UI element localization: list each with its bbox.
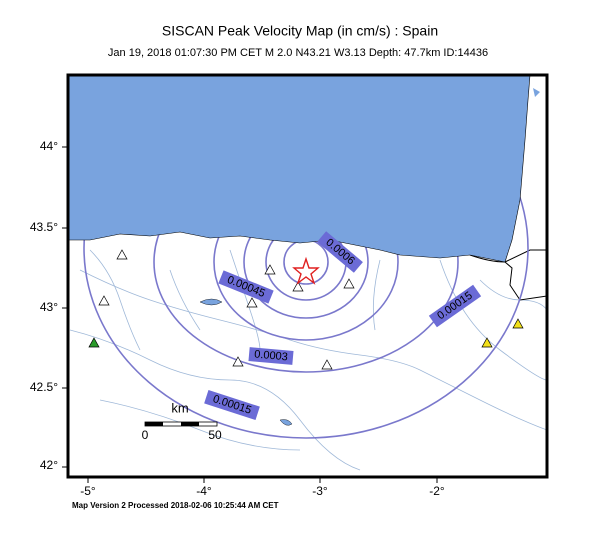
contour-value: 0.0003 <box>254 348 289 363</box>
map-title: SISCAN Peak Velocity Map (in cm/s) : Spa… <box>162 23 438 39</box>
lat-label: 43° <box>40 300 58 314</box>
map-subtitle: Jan 19, 2018 01:07:30 PM CET M 2.0 N43.2… <box>108 47 488 59</box>
scale-title: km <box>171 400 188 415</box>
lake <box>199 298 223 306</box>
label-box <box>204 389 260 421</box>
lake <box>533 88 540 97</box>
label-box <box>317 231 363 273</box>
lake <box>279 419 293 426</box>
scale-bar: km 0 50 <box>142 400 222 442</box>
epicenter <box>292 256 320 285</box>
scale-label: 50 <box>208 428 222 442</box>
lon-label: -4° <box>196 484 212 498</box>
footer: Map Version 2 Processed 2018-02-06 10:25… <box>72 501 279 510</box>
scale-label: 0 <box>142 428 149 442</box>
lon-label: -5° <box>80 484 96 498</box>
lon-label: -3° <box>312 484 328 498</box>
stations <box>88 249 524 370</box>
lat-label: 42° <box>40 458 58 472</box>
lat-label: 44° <box>40 139 58 153</box>
map-frame <box>66 73 549 479</box>
label-box <box>428 284 482 328</box>
lat-label: 42.5° <box>30 380 58 394</box>
contour-label: 0.0003 <box>248 347 294 365</box>
sea <box>68 75 531 263</box>
lon-label: -2° <box>429 484 445 498</box>
borders <box>469 249 547 301</box>
label-box <box>218 270 274 304</box>
frame-ticks <box>62 146 438 483</box>
lat-label: 43.5° <box>30 220 58 234</box>
label-box <box>248 347 294 365</box>
map-area: 0.0006 0.00045 0.0003 0.00015 0.00015 km… <box>68 75 547 477</box>
